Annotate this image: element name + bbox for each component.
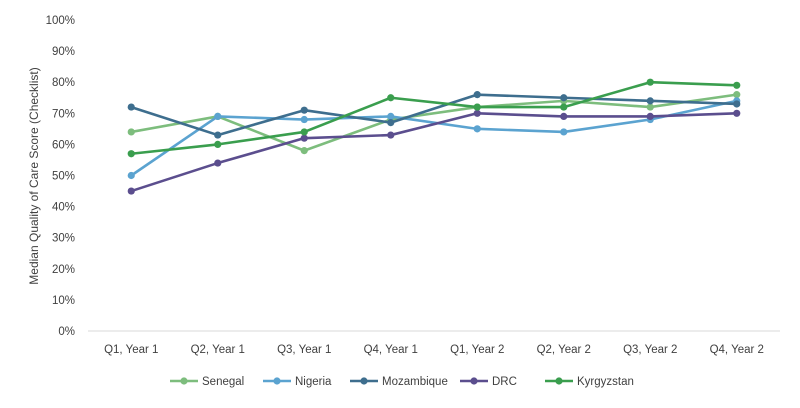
series-drc [127,109,741,195]
data-point [733,100,741,108]
data-point [473,109,481,117]
legend-label: DRC [492,376,517,388]
x-tick-label: Q3, Year 2 [623,344,677,356]
series-line [129,93,739,137]
data-point [387,112,395,121]
data-point [646,112,654,121]
data-point [214,112,222,121]
legend-label: Senegal [202,376,244,388]
series-nigeria [127,97,741,180]
x-tick-label: Q2, Year 2 [537,344,591,356]
data-point [560,128,568,136]
series-line [129,112,739,193]
legend-swatch-marker [360,377,368,385]
data-point [646,103,654,111]
data-point [473,125,481,133]
data-point [387,119,395,127]
x-tick-label: Q1, Year 2 [450,344,504,356]
data-point [214,131,222,139]
series-line [129,99,739,177]
data-point [127,150,135,158]
data-point [387,94,395,102]
x-tick-label: Q1, Year 1 [104,344,158,356]
y-tick-label: 10% [52,295,75,307]
y-tick-label: 0% [58,326,75,338]
data-point [214,140,222,148]
series-line [129,80,739,156]
data-point [127,103,135,111]
y-tick-label: 100% [46,15,75,27]
legend-swatch-marker [470,377,478,385]
x-axis: Q1, Year 1 Q2, Year 1 Q3, Year 1 Q4, Year 1… [88,330,780,356]
data-point [127,187,135,195]
x-tick-label: Q3, Year 1 [277,344,331,356]
data-point [560,112,568,121]
legend-label: Mozambique [382,376,448,388]
legend-item: DRC [460,376,517,388]
legend-item: Nigeria [263,376,332,388]
y-tick-label: 50% [52,171,75,183]
legend-swatch-marker [273,377,281,385]
data-point [733,91,741,99]
legend: Senegal Nigeria Mozambique DRC Kyrgyzstan [170,376,634,388]
y-tick-label: 40% [52,202,75,214]
legend-swatch-marker [555,377,563,385]
y-tick-label: 30% [52,233,75,245]
legend-item: Mozambique [350,376,448,388]
y-axis-ticks: 0% 10% 20% 30% 40% 50% 60% 70% 80% 90% 100% [46,15,75,338]
series-group [127,78,741,195]
data-point [127,128,135,136]
legend-swatch-marker [180,377,188,385]
data-point [300,147,308,155]
data-point [300,115,308,124]
y-tick-label: 70% [52,108,75,120]
data-point [733,109,741,117]
series-kyrgyzstan [127,78,741,158]
series-mozambique [127,91,741,139]
series-line [129,93,739,152]
data-point [560,103,568,111]
legend-label: Kyrgyzstan [577,376,634,388]
legend-item: Kyrgyzstan [545,376,634,388]
data-point [473,103,481,111]
x-tick-label: Q2, Year 1 [191,344,245,356]
x-tick-label: Q4, Year 1 [364,344,418,356]
data-point [300,134,308,142]
y-tick-label: 80% [52,77,75,89]
legend-label: Nigeria [295,376,332,388]
data-point [127,171,135,180]
y-tick-label: 90% [52,46,75,58]
data-point [646,78,654,86]
data-point [733,81,741,89]
data-point [300,106,308,114]
legend-item: Senegal [170,376,244,388]
x-tick-label: Q4, Year 2 [710,344,764,356]
y-tick-label: 60% [52,139,75,151]
y-axis-title: Median Quality of Care Score (Checklist) [27,67,41,284]
data-point [646,97,654,105]
data-point [387,131,395,139]
y-tick-label: 20% [52,264,75,276]
data-point [214,159,222,167]
data-point [473,91,481,99]
data-point [560,94,568,102]
data-point [300,128,308,136]
